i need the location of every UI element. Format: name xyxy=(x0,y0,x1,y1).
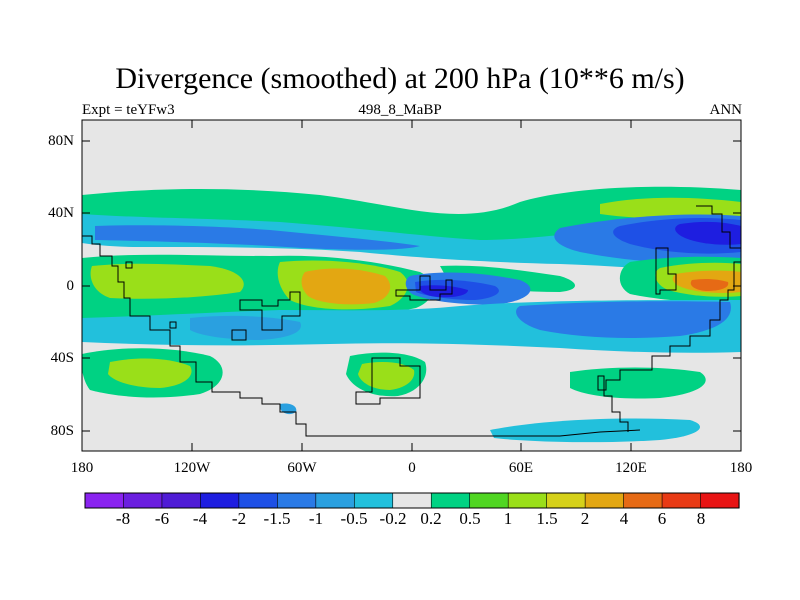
colorbar-boxes xyxy=(84,492,740,509)
coastline-falkland xyxy=(231,329,247,341)
colorbar-label: -2 xyxy=(231,509,247,528)
season-label: ANN xyxy=(709,102,743,118)
contour-westpacific-redorange xyxy=(690,278,729,291)
map-panel xyxy=(82,120,741,451)
colorbar-label: -0.5 xyxy=(340,509,368,528)
colorbar-box xyxy=(584,492,625,509)
contour-southpacific-yellowgreen xyxy=(108,358,192,388)
lat-label-80n: 80N xyxy=(48,133,74,149)
lon-label-180e: 180 xyxy=(729,460,753,476)
colorbar-label: 1.5 xyxy=(536,509,558,528)
colorbar-label: -0.2 xyxy=(379,509,407,528)
colorbar-box xyxy=(700,492,740,509)
coastline-andes xyxy=(239,291,301,331)
colorbar-box xyxy=(661,492,702,509)
coastlines xyxy=(82,205,741,437)
contour-atlantic-deepblue xyxy=(419,285,468,298)
colorbar-box xyxy=(84,492,125,509)
lon-label-60e: 60E xyxy=(508,460,534,476)
colorbar-box xyxy=(123,492,163,509)
colorbar-box xyxy=(392,492,432,509)
colorbar-label: 2 xyxy=(580,509,590,528)
colorbar xyxy=(84,492,740,509)
contour-asia-deepblue xyxy=(675,221,741,245)
coastline-asia xyxy=(696,205,741,249)
colorbar-label: -6 xyxy=(154,509,170,528)
colorbar-label: 0.2 xyxy=(420,509,442,528)
colorbar-label: 4 xyxy=(619,509,629,528)
contour-south-blue-band xyxy=(516,301,731,338)
lat-label-80s: 80S xyxy=(50,423,74,439)
lon-label-120w: 120W xyxy=(173,460,211,476)
case-label: 498_8_MaBP xyxy=(358,102,442,118)
contour-north-cyan-band xyxy=(82,214,741,271)
colorbar-label: -4 xyxy=(192,509,208,528)
colorbar-box xyxy=(200,492,240,509)
coastline-americas xyxy=(82,235,641,437)
colorbar-box xyxy=(315,492,355,509)
colorbar-frame xyxy=(84,492,740,509)
coastline-maritime xyxy=(655,247,677,295)
contour-north-blue-band xyxy=(95,225,420,250)
colorbar-label: -1 xyxy=(308,509,324,528)
colorbar-label: -1.5 xyxy=(263,509,291,528)
lon-label-120e: 120E xyxy=(615,460,647,476)
coastline-islands xyxy=(125,261,177,329)
colorbar-label: 8 xyxy=(696,509,706,528)
experiment-label: Expt = teYFw3 xyxy=(82,102,175,118)
colorbar-label: 1 xyxy=(503,509,513,528)
colorbar-box xyxy=(430,492,471,509)
lon-label-180w: 180 xyxy=(70,460,94,476)
colorbar-box xyxy=(353,492,394,509)
lat-label-40n: 40N xyxy=(48,205,74,221)
colorbar-label: 0.5 xyxy=(459,509,481,528)
colorbar-box xyxy=(546,492,586,509)
colorbar-box xyxy=(507,492,548,509)
lon-label-0: 0 xyxy=(408,460,416,476)
axis-ticks xyxy=(82,120,741,451)
contour-antarctic-skyblue xyxy=(280,403,297,415)
colorbar-label: 6 xyxy=(657,509,667,528)
colorbar-box xyxy=(238,492,278,509)
colorbar-box xyxy=(161,492,202,509)
plot-title: Divergence (smoothed) at 200 hPa (10**6 … xyxy=(115,62,685,95)
contour-southeast-skyblue xyxy=(190,315,301,340)
contour-pacific-yellowgreen xyxy=(90,263,244,299)
lat-label-0: 0 xyxy=(66,278,75,294)
colorbar-box xyxy=(623,492,663,509)
lat-label-40s: 40S xyxy=(50,350,74,366)
contour-america-orange xyxy=(301,268,391,305)
colorbar-box xyxy=(277,492,317,509)
coastline-australia xyxy=(597,261,741,432)
colorbar-label: -8 xyxy=(115,509,131,528)
coastline-africa xyxy=(395,275,453,301)
colorbar-box xyxy=(469,492,509,509)
coastline-atlantic-island xyxy=(355,357,421,405)
lon-label-60w: 60W xyxy=(287,460,317,476)
